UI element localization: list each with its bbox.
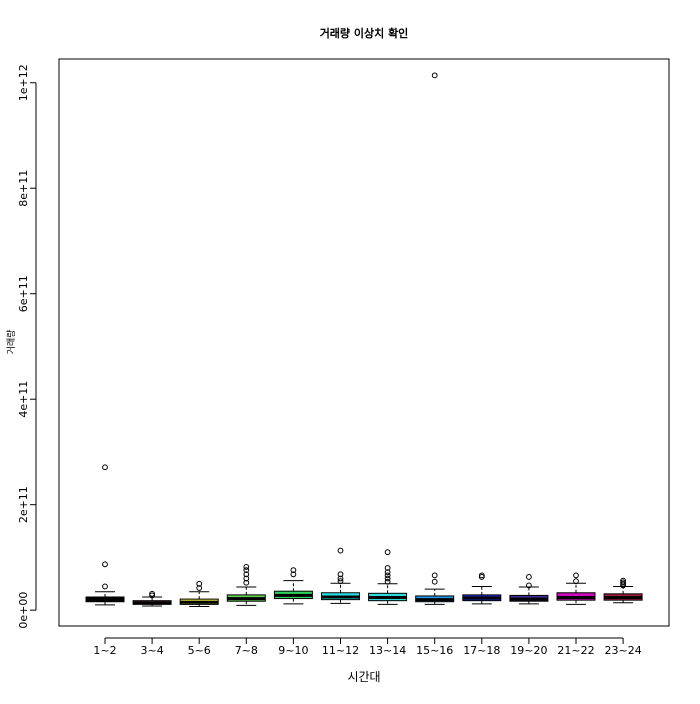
outlier-point <box>431 72 438 79</box>
x-tick-label: 11~12 <box>322 644 359 657</box>
outlier-point <box>196 580 203 587</box>
x-tick-label: 13~14 <box>369 644 406 657</box>
y-tick-label: 6e+11 <box>17 275 30 312</box>
outlier-point <box>290 571 297 578</box>
box-21~22 <box>556 572 596 605</box>
x-axis: 1~2 3~4 5~6 7~8 9~10 11~12 13~14 15~16 17~18 19~2… <box>93 637 642 657</box>
outlier-point <box>243 579 250 586</box>
x-tick-label: 1~2 <box>93 644 116 657</box>
y-tick-label: 4e+11 <box>17 381 30 418</box>
y-tick-label: 2e+11 <box>17 486 30 523</box>
box-series <box>85 72 643 607</box>
box-7~8 <box>226 564 266 606</box>
y-tick-label: 0e+00 <box>17 592 30 629</box>
outlier-point <box>337 575 344 582</box>
outlier-point <box>431 578 438 585</box>
outlier-point <box>384 565 391 571</box>
outlier-point <box>102 561 108 568</box>
chart-title: 거래량 이상치 확인 <box>320 26 409 40</box>
plot-frame <box>58 58 670 627</box>
outlier-point <box>478 572 485 579</box>
x-tick-label: 15~16 <box>416 644 453 657</box>
outlier-point <box>337 571 344 578</box>
y-axis-label: 거래량 <box>5 330 17 355</box>
outlier-point <box>431 572 438 579</box>
outlier-point <box>243 575 250 582</box>
outlier-point <box>243 567 250 573</box>
x-tick-label: 7~8 <box>235 644 258 657</box>
outlier-point <box>620 577 626 584</box>
box-3~4 <box>132 590 172 607</box>
outlier-point <box>384 569 391 576</box>
box-13~14 <box>368 549 408 605</box>
outlier-point <box>573 578 579 585</box>
outlier-point <box>337 578 344 585</box>
outlier-point <box>384 572 391 579</box>
outlier-point <box>243 571 250 578</box>
x-tick-label: 23~24 <box>604 644 641 657</box>
y-tick-label: 8e+11 <box>17 170 30 207</box>
box-11~12 <box>321 547 360 604</box>
outlier-point <box>384 549 391 556</box>
box-9~10 <box>273 567 313 605</box>
outlier-point <box>526 574 532 580</box>
x-axis-label: 시간대 <box>347 670 380 684</box>
outlier-point <box>102 464 108 471</box>
box-5~6 <box>179 580 219 607</box>
box-17~18 <box>462 572 502 605</box>
outlier-point <box>290 567 297 573</box>
outlier-point <box>337 547 344 554</box>
box-23~24 <box>603 577 643 604</box>
y-tick-label: 1e+12 <box>17 64 30 101</box>
box-15~16 <box>415 72 455 605</box>
box-1~2 <box>85 464 125 606</box>
outlier-point <box>384 575 391 582</box>
outlier-point <box>243 564 250 570</box>
x-tick-label: 21~22 <box>557 644 594 657</box>
x-tick-label: 5~6 <box>188 644 211 657</box>
outlier-point <box>526 582 532 589</box>
outlier-point <box>149 590 156 597</box>
outlier-point <box>384 578 391 585</box>
outlier-point <box>573 572 579 579</box>
x-tick-label: 3~4 <box>140 644 163 657</box>
y-axis: 0e+00 2e+11 4e+11 6e+11 8e+11 1e+12 <box>17 64 37 629</box>
outlier-point <box>102 583 108 590</box>
box-19~20 <box>509 574 549 605</box>
x-tick-label: 19~20 <box>510 644 547 657</box>
x-tick-label: 9~10 <box>278 644 308 657</box>
outlier-point <box>196 585 203 591</box>
x-tick-label: 17~18 <box>463 644 500 657</box>
